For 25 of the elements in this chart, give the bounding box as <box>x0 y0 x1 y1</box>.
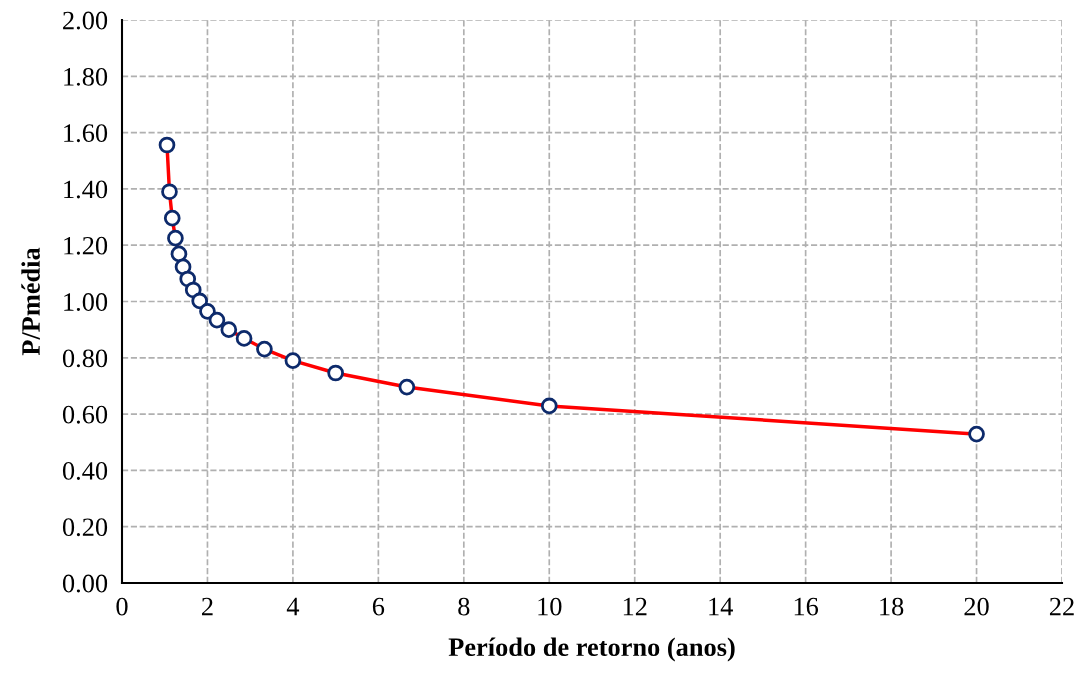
y-axis-title: P/Pmédia <box>21 247 40 356</box>
y-tick-label: 1.20 <box>64 236 108 255</box>
x-tick-label: 10 <box>538 597 562 616</box>
y-tick-label: 0.60 <box>62 405 108 424</box>
y-tick-label: 1.00 <box>64 293 108 312</box>
x-tick-label: 0 <box>116 597 128 616</box>
x-tick-label: 4 <box>286 597 300 616</box>
x-tick-label: 18 <box>880 597 904 616</box>
x-tick-label: 8 <box>458 597 470 616</box>
y-tick-label: 0.00 <box>62 574 108 593</box>
x-tick-label: 6 <box>372 597 385 616</box>
x-tick-label: 14 <box>709 597 733 616</box>
y-tick-label: 0.40 <box>62 462 108 480</box>
x-tick-label: 16 <box>794 597 819 616</box>
y-tick-label: 1.80 <box>64 67 108 86</box>
y-tick-label: 1.60 <box>64 124 108 143</box>
y-tick-label: 1.40 <box>64 180 108 199</box>
y-tick-label: 0.20 <box>62 518 108 537</box>
x-tick-label: 12 <box>623 597 647 616</box>
x-tick-label: 2 <box>202 597 213 616</box>
y-tick-label: 0.80 <box>62 349 108 368</box>
x-tick-label: 22 <box>1049 597 1074 616</box>
y-tick-label: 2.00 <box>63 11 108 30</box>
x-axis-title: Período de retorno (anos) <box>448 637 735 662</box>
x-tick-label: 20 <box>964 597 989 616</box>
